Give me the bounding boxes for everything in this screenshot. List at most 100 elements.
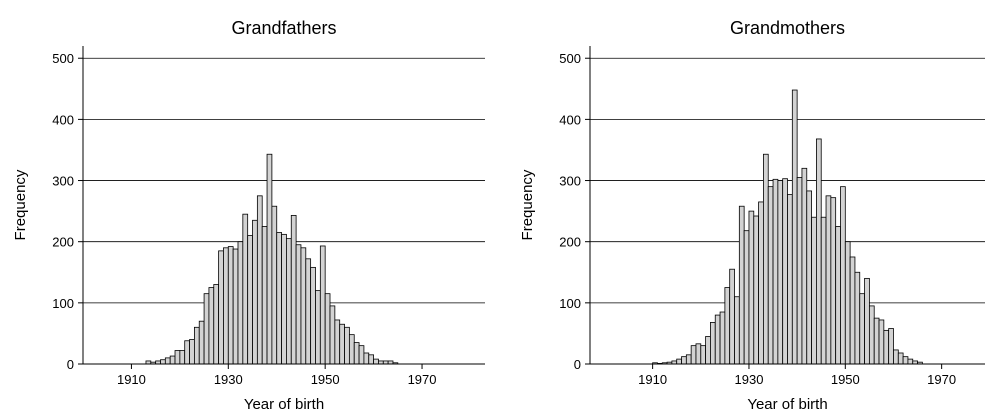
bar <box>907 358 914 365</box>
bar <box>218 250 224 365</box>
bar <box>232 248 239 365</box>
bar <box>868 305 875 365</box>
y-tick-label: 0 <box>574 357 581 372</box>
bar <box>203 293 210 365</box>
chart-title: Grandfathers <box>231 18 336 38</box>
bar <box>849 256 856 365</box>
y-tick-label: 400 <box>52 112 74 127</box>
bar <box>830 197 837 365</box>
bar <box>227 246 234 365</box>
x-tick-label: 1950 <box>311 372 340 387</box>
y-tick-label: 100 <box>52 296 74 311</box>
bar <box>753 215 759 365</box>
bar <box>681 356 687 365</box>
bar <box>806 190 812 365</box>
bar <box>223 247 229 365</box>
bar <box>825 195 832 365</box>
bar <box>208 287 215 365</box>
bar <box>256 195 263 365</box>
x-tick-label: 1910 <box>638 372 667 387</box>
bar <box>339 323 345 365</box>
bar <box>242 213 249 365</box>
bar <box>705 336 711 365</box>
bar <box>276 232 282 365</box>
x-tick-label: 1930 <box>214 372 243 387</box>
bar <box>368 354 375 365</box>
bar <box>676 358 682 365</box>
bar <box>685 354 692 365</box>
bar <box>748 210 755 365</box>
bar <box>169 355 176 365</box>
bar <box>179 350 186 365</box>
bar <box>261 226 268 365</box>
bar <box>198 320 205 365</box>
bar <box>271 205 278 365</box>
bar <box>801 167 808 365</box>
bar <box>193 326 200 365</box>
bar <box>820 216 827 365</box>
bar <box>295 244 302 365</box>
bar <box>743 230 750 365</box>
bar <box>734 296 740 365</box>
bar <box>305 258 312 365</box>
bar <box>844 241 851 365</box>
bar <box>796 177 803 365</box>
bar <box>252 219 258 365</box>
bar <box>787 194 793 365</box>
bar <box>782 178 788 365</box>
x-axis-label: Year of birth <box>747 396 827 413</box>
bar <box>700 345 707 365</box>
bar <box>791 89 798 365</box>
bar <box>344 326 350 365</box>
bar <box>286 238 292 365</box>
bar <box>811 216 817 365</box>
bar <box>266 153 273 365</box>
x-axis-label: Year of birth <box>244 396 324 413</box>
y-tick-label: 200 <box>559 235 581 250</box>
bar <box>300 247 307 365</box>
bar <box>873 317 880 365</box>
bar <box>767 186 774 365</box>
y-tick-label: 400 <box>559 112 581 127</box>
bar <box>353 342 360 365</box>
y-axis-label: Frequency <box>519 169 536 240</box>
bar <box>883 329 890 365</box>
x-tick-label: 1950 <box>831 372 860 387</box>
bar <box>281 233 287 365</box>
y-tick-label: 500 <box>559 51 581 66</box>
x-tick-label: 1970 <box>408 372 437 387</box>
bar <box>840 186 846 365</box>
bar <box>290 214 297 365</box>
bar <box>329 305 336 365</box>
bar <box>738 205 745 365</box>
bar <box>160 359 166 365</box>
bar <box>902 356 909 365</box>
bar <box>213 284 220 365</box>
x-tick-label: 1930 <box>735 372 764 387</box>
y-tick-label: 200 <box>52 235 74 250</box>
bar <box>835 226 841 365</box>
y-tick-label: 100 <box>559 296 581 311</box>
bar <box>772 178 779 365</box>
bar <box>164 357 171 365</box>
bar <box>710 322 716 365</box>
bar <box>315 290 321 365</box>
bar <box>348 334 355 365</box>
bar <box>363 352 370 365</box>
y-tick-label: 500 <box>52 51 74 66</box>
bar <box>878 319 885 365</box>
bar <box>777 180 784 365</box>
bar <box>763 153 769 365</box>
bar <box>897 352 904 365</box>
bar <box>373 358 379 365</box>
bar <box>690 345 697 365</box>
bar <box>237 241 244 365</box>
bar <box>324 293 331 365</box>
bar <box>859 293 865 365</box>
bar <box>724 287 731 365</box>
chart-title: Grandmothers <box>730 18 845 38</box>
x-tick-label: 1910 <box>117 372 146 387</box>
y-tick-label: 300 <box>52 174 74 189</box>
x-tick-label: 1970 <box>927 372 956 387</box>
